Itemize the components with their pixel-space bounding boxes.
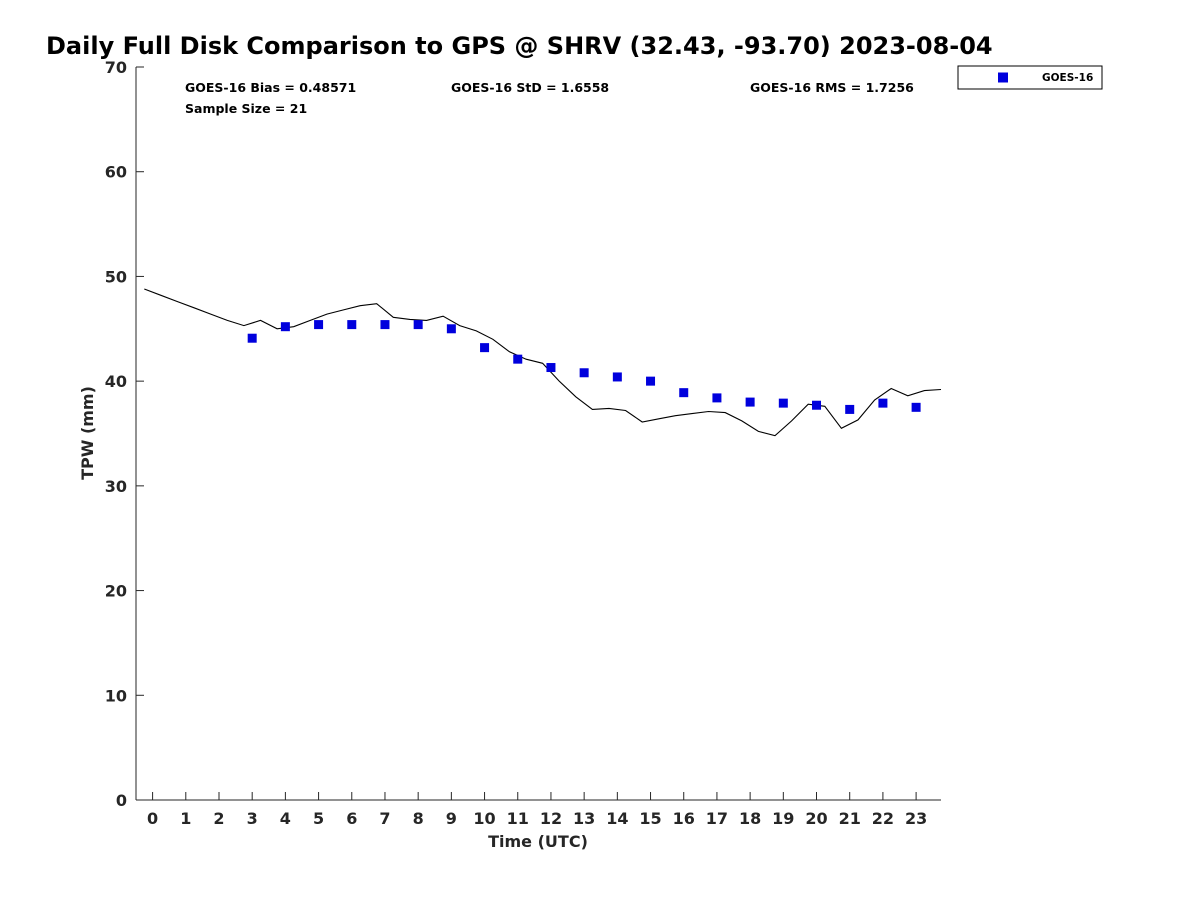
stat-sample-size: Sample Size = 21	[185, 101, 307, 116]
y-tick-label: 0	[116, 791, 127, 810]
x-tick-label: 18	[739, 809, 761, 828]
x-tick-label: 9	[446, 809, 457, 828]
goes16-point	[712, 393, 722, 403]
x-tick-label: 17	[706, 809, 728, 828]
y-tick-label: 10	[105, 686, 127, 705]
chart-title: Daily Full Disk Comparison to GPS @ SHRV…	[46, 32, 993, 60]
legend-label: GOES-16	[1042, 72, 1093, 84]
y-tick-label: 50	[105, 267, 127, 286]
y-tick-label: 70	[105, 58, 127, 77]
x-tick-label: 7	[379, 809, 390, 828]
goes16-point	[679, 388, 689, 398]
x-tick-label: 19	[772, 809, 794, 828]
x-tick-label: 8	[413, 809, 424, 828]
x-tick-label: 0	[147, 809, 158, 828]
goes16-point	[446, 324, 456, 334]
x-tick-label: 20	[805, 809, 827, 828]
x-tick-label: 21	[839, 809, 861, 828]
goes16-point	[347, 320, 357, 330]
x-tick-label: 10	[473, 809, 495, 828]
x-tick-label: 6	[346, 809, 357, 828]
x-tick-label: 3	[247, 809, 258, 828]
goes16-point	[878, 398, 888, 408]
x-tick-label: 5	[313, 809, 324, 828]
goes16-point	[612, 372, 622, 382]
x-tick-label: 13	[573, 809, 595, 828]
x-tick-label: 4	[280, 809, 291, 828]
stat-std: GOES-16 StD = 1.6558	[451, 80, 609, 95]
goes16-point	[745, 397, 755, 407]
gps-series-line	[144, 288, 942, 437]
y-tick-label: 60	[105, 163, 127, 182]
goes16-point	[812, 400, 822, 410]
goes16-point	[911, 402, 921, 412]
y-tick-label: 30	[105, 477, 127, 496]
stat-rms: GOES-16 RMS = 1.7256	[750, 80, 914, 95]
plot-area	[144, 288, 942, 437]
y-axis-label: TPW (mm)	[78, 386, 97, 480]
legend: GOES-16	[957, 65, 1103, 90]
stat-bias: GOES-16 Bias = 0.48571	[185, 80, 356, 95]
y-tick-label: 40	[105, 372, 127, 391]
goes16-point	[646, 376, 656, 386]
x-tick-label: 15	[639, 809, 661, 828]
goes16-point	[579, 368, 589, 378]
x-tick-label: 14	[606, 809, 628, 828]
legend-box	[957, 65, 1103, 90]
x-tick-label: 12	[540, 809, 562, 828]
axes	[135, 67, 941, 801]
goes16-point	[247, 333, 257, 343]
legend-marker	[998, 72, 1008, 83]
x-axis-label: Time (UTC)	[488, 832, 588, 851]
x-tick-label: 16	[673, 809, 695, 828]
x-tick-label: 11	[507, 809, 529, 828]
goes16-point	[546, 363, 556, 373]
goes16-point	[280, 322, 290, 332]
x-tick-label: 23	[905, 809, 927, 828]
goes16-point	[480, 343, 490, 353]
x-tick-label: 22	[872, 809, 894, 828]
x-tick-label: 2	[213, 809, 224, 828]
goes16-point	[314, 320, 324, 330]
y-tick-label: 20	[105, 582, 127, 601]
goes16-point	[413, 320, 423, 330]
goes16-point	[845, 404, 855, 414]
goes16-point	[380, 320, 390, 330]
goes16-point	[778, 398, 788, 408]
goes16-point	[513, 354, 523, 364]
x-tick-label: 1	[180, 809, 191, 828]
